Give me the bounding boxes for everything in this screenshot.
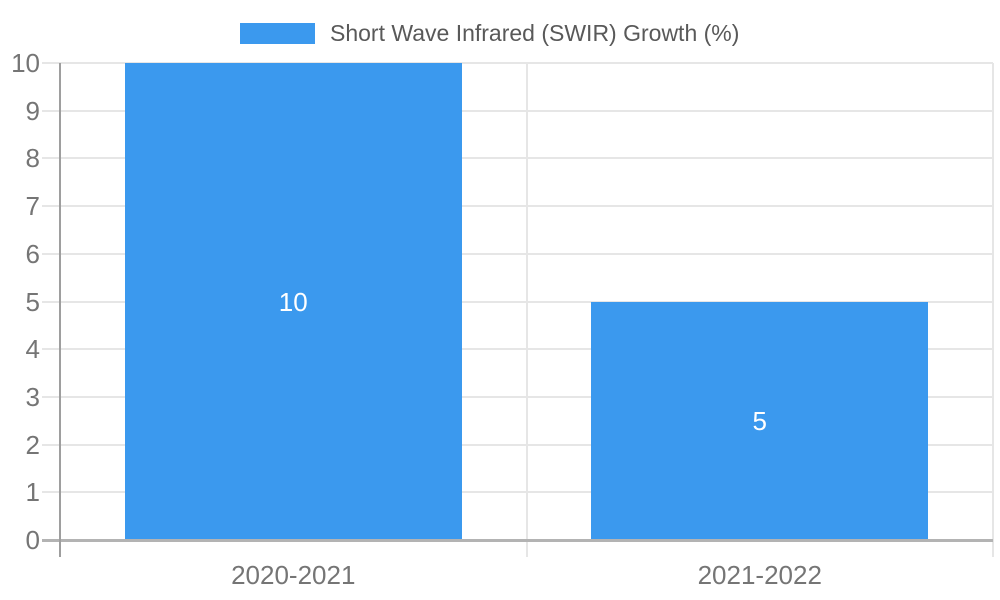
y-axis-line [59, 63, 61, 557]
y-axis-tick-label: 2 [25, 429, 40, 460]
y-axis-tick-label: 9 [25, 95, 40, 126]
y-gridline [42, 300, 993, 303]
y-axis-tick-label: 3 [25, 381, 40, 412]
legend-label: Short Wave Infrared (SWIR) Growth (%) [330, 20, 740, 46]
y-axis-tick-label: 8 [25, 143, 40, 174]
y-gridline [42, 205, 993, 208]
bar-value-label: 5 [752, 405, 767, 436]
y-axis-tick-label: 5 [25, 286, 40, 317]
y-gridline [42, 157, 993, 160]
y-gridline [42, 491, 993, 494]
x-axis-tick-label: 2021-2022 [697, 560, 822, 590]
y-axis-tick-label: 10 [11, 48, 40, 78]
chart-legend: Short Wave Infrared (SWIR) Growth (%) [240, 20, 739, 46]
x-axis-baseline [42, 539, 993, 542]
bar-2020-2021 [124, 63, 462, 540]
y-axis-tick-label: 4 [25, 334, 40, 365]
y-gridline [42, 443, 993, 446]
x-axis-tick-label: 2020-2021 [231, 560, 356, 590]
y-gridline [42, 62, 993, 64]
y-gridline [42, 109, 993, 112]
bar-2021-2022 [591, 301, 929, 540]
y-axis-tick-label: 0 [25, 525, 40, 555]
y-axis-tick-label: 6 [25, 238, 40, 269]
bar-value-label: 10 [278, 286, 308, 317]
y-axis-tick-label: 7 [25, 191, 40, 222]
y-axis-tick-label: 1 [25, 477, 40, 508]
category-separator-gridline [992, 63, 994, 557]
y-gridline [42, 252, 993, 255]
y-gridline [42, 348, 993, 351]
legend-swatch-icon [240, 22, 315, 44]
y-gridline [42, 395, 993, 398]
category-separator-gridline [525, 63, 528, 557]
